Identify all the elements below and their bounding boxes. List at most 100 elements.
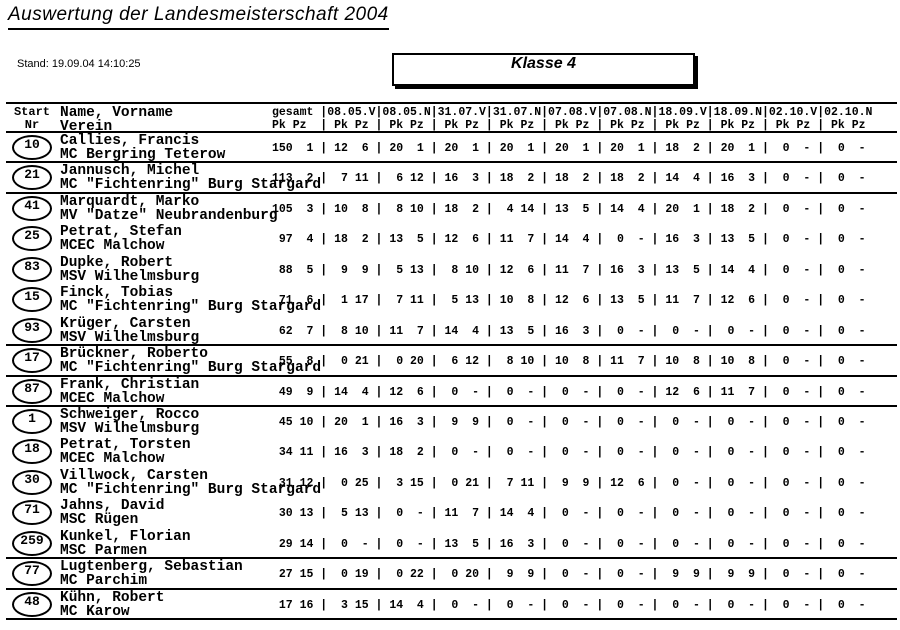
row-scores: 113 2 | 7 11 | 6 12 | 16 3 | 18 2 | 18 2… — [272, 172, 873, 186]
rider-identity: Jannusch, Michel MC "Fichtenring" Burg St… — [60, 163, 322, 194]
table-row: 83 Dupke, Robert MSV Wilhelmsburg 88 5 | 9… — [6, 255, 897, 285]
rider-identity: Kühn, Robert MC Karow — [60, 590, 164, 620]
start-number-badge: 87 — [12, 378, 52, 404]
row-scores: 88 5 | 9 9 | 5 13 | 8 10 | 12 6 | 11 7 |… — [272, 263, 873, 277]
rider-name: Frank, Christian — [60, 376, 200, 393]
start-number-badge: 259 — [12, 530, 52, 556]
rider-club: MC "Fichtenring" Burg Stargard — [60, 177, 322, 194]
rider-club: MC "Fichtenring" Burg Stargard — [60, 360, 322, 377]
rider-name: Callies, Francis — [60, 133, 200, 149]
table-row: 259 Kunkel, Florian MSC Parmen 29 14 | 0 -… — [6, 529, 897, 560]
table-row: 1 Schweiger, Rocco MSV Wilhelmsburg 45 10 … — [6, 407, 897, 437]
rider-club: MC Parchim — [60, 573, 148, 590]
rider-club: MC Bergring Teterow — [60, 147, 226, 163]
rider-name: Finck, Tobias — [60, 285, 174, 302]
row-scores: 49 9 | 14 4 | 12 6 | 0 - | 0 - | 0 - | 0… — [272, 385, 873, 399]
rider-identity: Frank, Christian MCEC Malchow — [60, 376, 200, 407]
stand-timestamp: Stand: 19.09.04 14:10:25 — [17, 58, 141, 70]
start-number-badge: 18 — [12, 439, 52, 465]
rider-identity: Marquardt, Marko MV "Datze" Neubrandenbur… — [60, 193, 278, 224]
results-rows: 10 Callies, Francis MC Bergring Teterow 150… — [6, 133, 897, 620]
rider-name: Villwock, Carsten — [60, 467, 208, 484]
rider-club: MC Karow — [60, 603, 130, 620]
table-row: 87 Frank, Christian MCEC Malchow 49 9 | 14… — [6, 377, 897, 407]
rider-name: Krüger, Carsten — [60, 315, 191, 332]
rider-name: Brückner, Roberto — [60, 346, 208, 363]
rider-name: Petrat, Stefan — [60, 224, 182, 241]
header-dates-line: gesamt |08.05.V|08.05.N|31.07.V|31.07.N|… — [272, 106, 873, 119]
table-row: 77 Lugtenberg, Sebastian MC Parchim 27 15 … — [6, 559, 897, 590]
rider-identity: Kunkel, Florian MSC Parmen — [60, 529, 191, 558]
row-scores: 55 8 | 0 21 | 0 20 | 6 12 | 8 10 | 10 8 … — [272, 355, 873, 369]
row-scores: 27 15 | 0 19 | 0 22 | 0 20 | 9 9 | 0 - |… — [272, 568, 873, 582]
rider-club: MCEC Malchow — [60, 451, 165, 468]
start-number-badge: 41 — [12, 195, 52, 221]
row-scores: 30 13 | 5 13 | 0 - | 11 7 | 14 4 | 0 - |… — [272, 507, 873, 521]
page-title: Auswertung der Landesmeisterschaft 2004 — [8, 4, 389, 30]
row-scores: 71 6 | 1 17 | 7 11 | 5 13 | 10 8 | 12 6 … — [272, 294, 873, 308]
rider-identity: Krüger, Carsten MSV Wilhelmsburg — [60, 315, 200, 346]
row-scores: 62 7 | 8 10 | 11 7 | 14 4 | 13 5 | 16 3 … — [272, 324, 873, 338]
row-scores: 31 12 | 0 25 | 3 15 | 0 21 | 7 11 | 9 9 … — [272, 476, 873, 490]
table-row: 93 Krüger, Carsten MSV Wilhelmsburg 62 7 |… — [6, 315, 897, 347]
rider-identity: Petrat, Torsten MCEC Malchow — [60, 437, 191, 468]
rider-identity: Petrat, Stefan MCEC Malchow — [60, 224, 182, 255]
start-number-badge: 77 — [12, 561, 52, 587]
rider-club: MCEC Malchow — [60, 390, 165, 407]
klasse-label: Klasse 4 — [511, 55, 576, 72]
row-scores: 17 16 | 3 15 | 14 4 | 0 - | 0 - | 0 - | … — [272, 598, 873, 612]
start-number-badge: 93 — [12, 317, 52, 343]
rider-identity: Schweiger, Rocco MSV Wilhelmsburg — [60, 406, 200, 437]
table-row: 30 Villwock, Carsten MC "Fichtenring" Burg… — [6, 468, 897, 498]
start-number-badge: 21 — [12, 165, 52, 191]
rider-club: MSV Wilhelmsburg — [60, 268, 200, 285]
rider-identity: Finck, Tobias MC "Fichtenring" Burg Starg… — [60, 285, 322, 316]
table-row: 71 Jahns, David MSC Rügen 30 13 | 5 13 | 0… — [6, 498, 897, 528]
rider-identity: Villwock, Carsten MC "Fichtenring" Burg S… — [60, 467, 322, 498]
rider-identity: Dupke, Robert MSV Wilhelmsburg — [60, 254, 200, 285]
rider-club: MC "Fichtenring" Burg Stargard — [60, 299, 322, 316]
row-scores: 150 1 | 12 6 | 20 1 | 20 1 | 20 1 | 20 1… — [272, 142, 873, 155]
rider-identity: Callies, Francis MC Bergring Teterow — [60, 133, 226, 163]
rider-name: Dupke, Robert — [60, 254, 174, 271]
rider-club: MV "Datze" Neubrandenburg — [60, 207, 278, 224]
rider-name: Jahns, David — [60, 498, 165, 515]
header-start-col: Start Nr — [8, 106, 56, 132]
table-header: Start Nr Name, Vorname Verein gesamt |08… — [6, 102, 897, 135]
table-row: 10 Callies, Francis MC Bergring Teterow 150… — [6, 133, 897, 164]
header-verein-label: Verein — [60, 119, 113, 135]
start-number-badge: 17 — [12, 348, 52, 374]
table-row: 18 Petrat, Torsten MCEC Malchow 34 11 | 16… — [6, 437, 897, 467]
rider-name: Schweiger, Rocco — [60, 406, 200, 423]
rider-identity: Jahns, David MSC Rügen — [60, 498, 165, 529]
start-number-badge: 25 — [12, 226, 52, 252]
row-scores: 105 3 | 10 8 | 8 10 | 18 2 | 4 14 | 13 5… — [272, 202, 873, 216]
rider-club: MSV Wilhelmsburg — [60, 420, 200, 437]
start-number-badge: 71 — [12, 500, 52, 526]
table-row: 41 Marquardt, Marko MV "Datze" Neubrandenb… — [6, 194, 897, 224]
header-name-label: Name, Vorname — [60, 105, 174, 121]
rider-identity: Brückner, Roberto MC "Fichtenring" Burg S… — [60, 346, 322, 377]
header-start-line1: Start — [13, 105, 50, 119]
rider-name: Lugtenberg, Sebastian — [60, 559, 243, 576]
rider-name: Marquardt, Marko — [60, 193, 200, 210]
table-row: 15 Finck, Tobias MC "Fichtenring" Burg Sta… — [6, 285, 897, 315]
rider-club: MC "Fichtenring" Burg Stargard — [60, 481, 322, 498]
row-scores: 97 4 | 18 2 | 13 5 | 12 6 | 11 7 | 14 4 … — [272, 233, 873, 247]
row-scores: 34 11 | 16 3 | 18 2 | 0 - | 0 - | 0 - | … — [272, 446, 873, 460]
rider-identity: Lugtenberg, Sebastian MC Parchim — [60, 559, 243, 590]
rider-club: MSC Rügen — [60, 512, 139, 529]
table-row: 21 Jannusch, Michel MC "Fichtenring" Burg … — [6, 163, 897, 194]
table-row: 17 Brückner, Roberto MC "Fichtenring" Burg… — [6, 346, 897, 377]
rider-club: MSV Wilhelmsburg — [60, 329, 200, 346]
rider-name: Jannusch, Michel — [60, 163, 200, 180]
rider-club: MCEC Malchow — [60, 238, 165, 255]
klasse-box: Klasse 4 — [392, 53, 695, 86]
start-number-badge: 15 — [12, 287, 52, 313]
start-number-badge: 1 — [12, 408, 52, 434]
row-scores: 45 10 | 20 1 | 16 3 | 9 9 | 0 - | 0 - | … — [272, 415, 873, 429]
rider-name: Petrat, Torsten — [60, 437, 191, 454]
header-sub-line: Pk Pz | Pk Pz | Pk Pz | Pk Pz | Pk Pz | … — [272, 119, 873, 132]
row-scores: 29 14 | 0 - | 0 - | 13 5 | 16 3 | 0 - | … — [272, 537, 873, 551]
